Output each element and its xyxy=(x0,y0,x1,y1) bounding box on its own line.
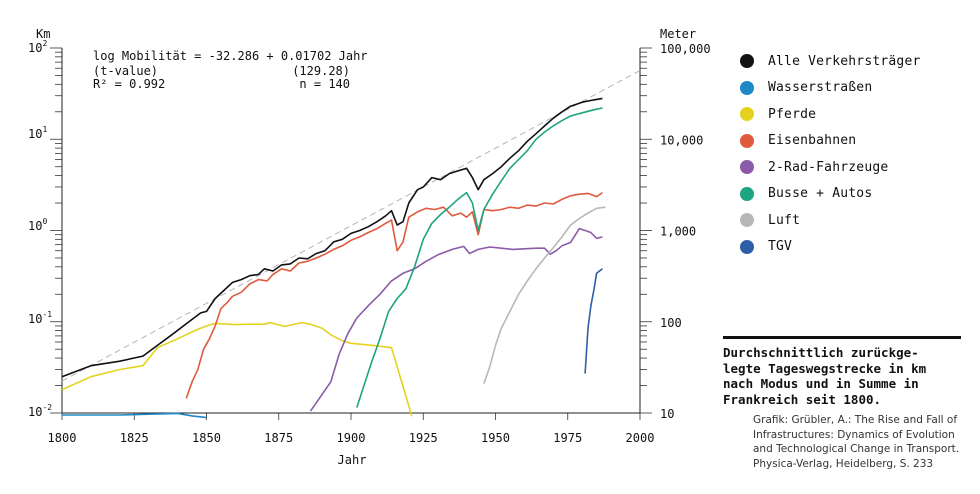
right-tick-label: 1,000 xyxy=(660,225,696,239)
series-line-busse-autos xyxy=(356,107,603,408)
legend-label: Pferde xyxy=(768,106,817,122)
plot-frame xyxy=(50,47,652,420)
legend-swatch-icon xyxy=(740,133,754,148)
legend-item: TGV xyxy=(740,234,921,261)
left-tick-label: 100 xyxy=(28,217,47,233)
right-tick-label: 100,000 xyxy=(660,42,711,56)
legend-label: Alle Verkehrsträger xyxy=(768,53,921,69)
legend-swatch-icon xyxy=(740,107,754,122)
right-tick-label: 10 xyxy=(660,407,674,421)
x-tick-label: 1950 xyxy=(481,431,510,445)
left-tick-labels: 102 101 100 10-1 10-2 xyxy=(28,39,52,419)
series-line-eisenbahnen xyxy=(185,191,603,399)
legend-swatch-icon xyxy=(740,54,754,69)
regression-equation: log Mobilität = -32.286 + 0.01702 Jahr xyxy=(93,49,368,63)
y-axis-left-label: Km xyxy=(36,27,50,41)
trend-line-path xyxy=(61,70,641,382)
x-tick-labels: 1800 1825 1850 1875 1900 1925 1950 1975 2000 xyxy=(48,431,655,445)
legend-item: Busse + Autos xyxy=(740,181,921,208)
legend-item: Pferde xyxy=(740,101,921,128)
x-tick-label: 2000 xyxy=(626,431,655,445)
left-tick-label: 101 xyxy=(28,125,47,141)
legend-swatch-icon xyxy=(740,160,754,175)
legend-item: Luft xyxy=(740,207,921,234)
x-tick-label: 1850 xyxy=(192,431,221,445)
left-tick-label: 10-2 xyxy=(28,403,52,419)
series-lines xyxy=(61,97,606,419)
x-tick-label: 1925 xyxy=(409,431,438,445)
y-axis-right-label: Meter xyxy=(660,27,696,41)
caption-source: Grafik: Grübler, A.: The Rise and Fall o… xyxy=(753,414,960,470)
x-tick-label: 1900 xyxy=(337,431,366,445)
caption-title: Durchschnittlich zurückge-legte Tagesweg… xyxy=(723,345,927,407)
legend: Alle Verkehrsträger Wasserstraßen Pferde Ei… xyxy=(740,48,921,260)
x-tick-label: 1875 xyxy=(264,431,293,445)
legend-item: 2-Rad-Fahrzeuge xyxy=(740,154,921,181)
legend-swatch-icon xyxy=(740,239,754,254)
right-tick-labels: 100,000 10,000 1,000 100 10 xyxy=(660,42,711,421)
sample-size: n = 140 xyxy=(299,77,350,91)
legend-swatch-icon xyxy=(740,80,754,95)
series-line-wasserstra-en xyxy=(62,412,207,419)
x-tick-label: 1800 xyxy=(48,431,77,445)
x-tick-label: 1825 xyxy=(120,431,149,445)
legend-item: Wasserstraßen xyxy=(740,75,921,102)
t-value: (129.28) xyxy=(292,64,350,78)
x-axis-label: Jahr xyxy=(338,453,367,467)
series-line-luft xyxy=(483,206,606,384)
legend-item: Alle Verkehrsträger xyxy=(740,48,921,75)
caption-divider xyxy=(723,336,961,339)
r-squared: R² = 0.992 xyxy=(93,77,165,91)
series-line-2-rad-fahrzeuge xyxy=(309,227,603,412)
legend-label: Busse + Autos xyxy=(768,186,873,202)
series-line-tgv xyxy=(584,268,603,374)
trend-line xyxy=(61,70,641,382)
legend-swatch-icon xyxy=(740,213,754,228)
legend-label: Eisenbahnen xyxy=(768,133,857,149)
equation-block: log Mobilität = -32.286 + 0.01702 Jahr (… xyxy=(93,49,368,91)
legend-label: 2-Rad-Fahrzeuge xyxy=(768,159,889,175)
right-tick-label: 10,000 xyxy=(660,133,703,147)
t-value-label: (t-value) xyxy=(93,64,158,78)
legend-label: Wasserstraßen xyxy=(768,80,873,96)
legend-swatch-icon xyxy=(740,186,754,201)
caption-block: Durchschnittlich zurückge-legte Tagesweg… xyxy=(723,336,961,471)
legend-label: TGV xyxy=(768,239,793,255)
right-tick-label: 100 xyxy=(660,316,682,330)
legend-item: Eisenbahnen xyxy=(740,128,921,155)
series-line-alle-verkehrstr-ger xyxy=(61,97,603,378)
legend-label: Luft xyxy=(768,212,801,228)
x-tick-label: 1975 xyxy=(553,431,582,445)
chart-svg: Km Meter Jahr 102 101 100 10-1 10-2 log … xyxy=(28,27,711,467)
left-tick-label: 102 xyxy=(28,39,47,55)
left-tick-label: 10-1 xyxy=(28,310,52,326)
